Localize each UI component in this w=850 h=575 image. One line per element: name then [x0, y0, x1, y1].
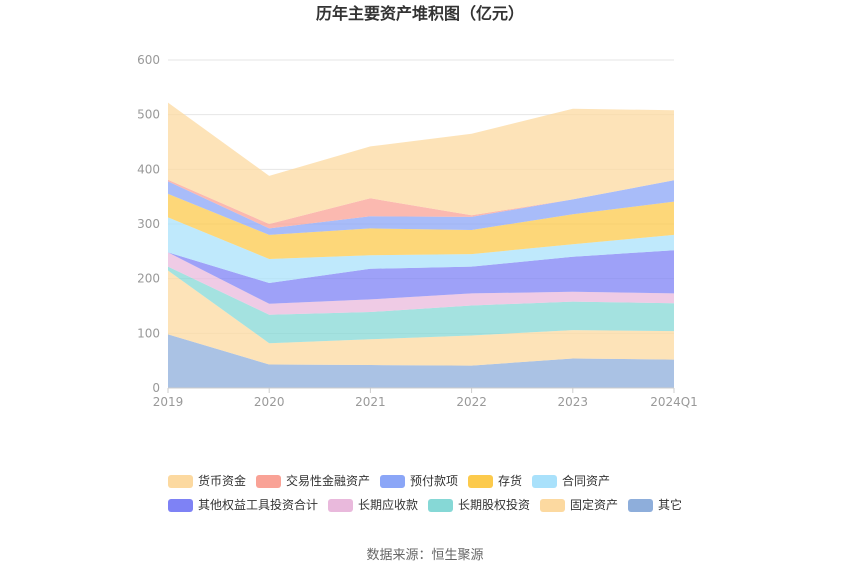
legend-label: 其它 — [658, 497, 682, 512]
area-series — [168, 102, 674, 388]
legend-label: 其他权益工具投资合计 — [198, 497, 318, 512]
source-note: 数据来源：恒生聚源 — [366, 548, 483, 563]
legend-item[interactable]: 其他权益工具投资合计 — [168, 497, 318, 512]
area-长期应收款 — [168, 252, 674, 315]
y-tick-label: 500 — [137, 108, 160, 122]
legend-item[interactable]: 交易性金融资产 — [256, 473, 370, 488]
y-tick-label: 0 — [152, 381, 160, 395]
legend-swatch — [628, 499, 653, 512]
legend-label: 合同资产 — [562, 473, 610, 488]
legend-swatch — [532, 475, 557, 488]
legend-label: 长期股权投资 — [458, 497, 530, 512]
area-长期股权投资 — [168, 266, 674, 344]
legend-item[interactable]: 长期应收款 — [328, 497, 418, 512]
y-tick-label: 600 — [137, 53, 160, 67]
legend-label: 货币资金 — [198, 473, 246, 488]
area-固定资产 — [168, 270, 674, 366]
legend-swatch — [168, 475, 193, 488]
legend-swatch — [380, 475, 405, 488]
legend-swatch — [168, 499, 193, 512]
legend-swatch — [328, 499, 353, 512]
area-预付款项 — [168, 180, 674, 235]
x-tick-label: 2023 — [558, 395, 589, 409]
y-tick-label: 400 — [137, 162, 160, 176]
y-tick-label: 100 — [137, 326, 160, 340]
x-tick-label: 2022 — [456, 395, 487, 409]
legend-swatch — [540, 499, 565, 512]
x-tick-label: 2020 — [254, 395, 285, 409]
legend-item[interactable]: 存货 — [468, 473, 522, 488]
area-其他权益工具投资合计 — [168, 250, 674, 304]
legend-item[interactable]: 长期股权投资 — [428, 497, 530, 512]
area-货币资金 — [168, 102, 674, 224]
x-tick-label: 2019 — [153, 395, 184, 409]
x-tick-label: 2021 — [355, 395, 386, 409]
legend-item[interactable]: 合同资产 — [532, 473, 610, 488]
y-tick-label: 300 — [137, 217, 160, 231]
y-tick-label: 200 — [137, 272, 160, 286]
legend-item[interactable]: 预付款项 — [380, 474, 458, 488]
axes: 0 100 200 300 400 500 600 2019 2020 2021 2022 2023 2… — [137, 53, 698, 409]
x-tick-label: 2024Q1 — [650, 395, 698, 409]
area-其它 — [168, 334, 674, 388]
legend-label: 固定资产 — [570, 497, 618, 512]
area-存货 — [168, 193, 674, 259]
legend-label: 长期应收款 — [358, 497, 418, 512]
legend-item[interactable]: 固定资产 — [540, 497, 618, 512]
legend-swatch — [256, 475, 281, 488]
legend-item[interactable]: 其它 — [628, 497, 682, 512]
legend-item[interactable]: 货币资金 — [168, 473, 246, 488]
legend-swatch — [428, 499, 453, 512]
chart-title: 历年主要资产堆积图（亿元） — [316, 4, 524, 23]
legend-swatch — [468, 475, 493, 488]
legend-label: 预付款项 — [410, 474, 458, 488]
legend-label: 交易性金融资产 — [286, 473, 370, 488]
area-合同资产 — [168, 217, 674, 283]
legend-label: 存货 — [498, 473, 522, 488]
